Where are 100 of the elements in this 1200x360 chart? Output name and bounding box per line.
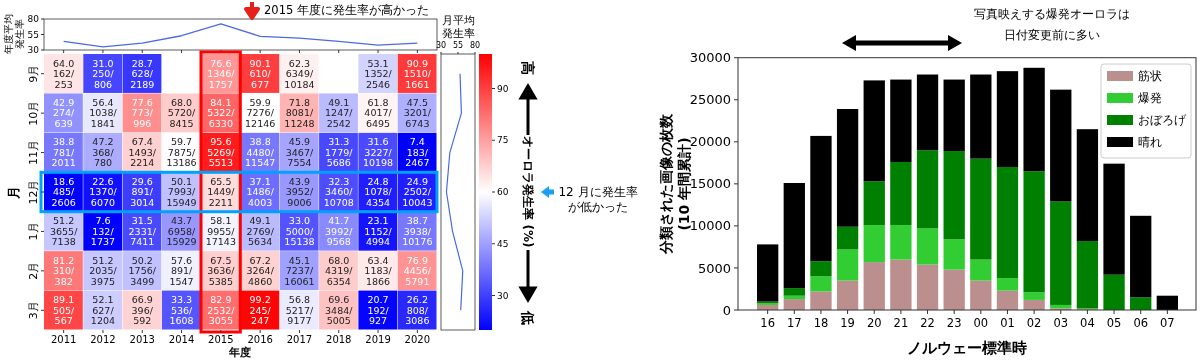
x-tick-label: 55 (452, 41, 464, 50)
text: 2015 年度に発生率が高かった (264, 3, 429, 18)
data-label: 64.0 162/ 253 (52, 57, 76, 90)
x-tick-label: 07 (1160, 316, 1175, 330)
x-tick-label: 16 (760, 316, 775, 330)
data-label: 76.9 4456/ 5791 (403, 254, 432, 287)
text: 写真映えする爆発オーロラは日付変更前に多い (974, 6, 1130, 42)
y-tick-label: 25000 (689, 92, 731, 108)
x-tick-label: 2016 (247, 334, 273, 345)
y-tick-label: 30000 (689, 50, 731, 66)
data-label: 69.6 3484/ 5005 (325, 294, 354, 327)
legend-label: 爆発 (1138, 91, 1162, 106)
y-tick-label: 2月 (26, 261, 40, 280)
x-tick-label: 19 (840, 316, 855, 330)
color-bar-label: 60 (497, 187, 509, 198)
data-label: 31.0 250/ 806 (92, 57, 115, 90)
data-label: 95.6 5269/ 5513 (207, 136, 236, 169)
data-label: 68.0 4319/ 6354 (325, 254, 354, 287)
x-tick-label: 2014 (168, 334, 195, 345)
data-label: 31.5 2331/ 7411 (128, 215, 157, 248)
text: 低 (520, 310, 537, 325)
data-label: 67.5 3636/ 5385 (207, 254, 236, 287)
x-axis-title: ノルウェー標準時 (907, 339, 1027, 358)
x-tick-label: 2020 (404, 334, 431, 345)
data-label: 49.1 2769/ 5634 (246, 215, 275, 248)
data-label: 33.0 5000/ 15138 (284, 215, 315, 248)
color-bar-label: 45 (497, 238, 509, 249)
data-label: 49.1 1247/ 2542 (325, 96, 354, 129)
x-tick-label: 23 (946, 316, 962, 330)
data-label: 47.5 3201/ 6743 (403, 96, 432, 129)
x-tick-label: 2012 (90, 334, 116, 345)
x-tick-label: 2011 (50, 334, 77, 345)
y-tick-label: 11月 (26, 140, 40, 166)
data-label: 58.1 9955/ 17143 (205, 215, 236, 248)
data-label: 43.9 3952/ 9006 (285, 175, 314, 208)
y-tick-label: 9月 (26, 64, 40, 83)
data-label: 76.6 1346/ 1757 (207, 57, 236, 90)
data-label: 18.6 485/ 2606 (51, 175, 76, 208)
x-tick-label: 30 (435, 41, 447, 50)
color-bar-label: 75 (497, 135, 509, 146)
legend-label: 晴れ (1138, 135, 1162, 150)
data-label: 37.1 1486/ 4003 (246, 175, 275, 208)
data-label: 42.9 274/ 639 (52, 96, 76, 129)
data-label: 67.2 3264/ 4860 (246, 254, 275, 287)
x-axis-title: 月平均発生率 (441, 14, 475, 41)
x-tick-label: 05 (1106, 316, 1122, 330)
data-label: 51.2 3655/ 7138 (49, 215, 79, 248)
legend-label: おぼろげ (1138, 113, 1187, 128)
data-label: 90.1 610/ 677 (249, 57, 272, 90)
data-label: 56.8 5217/ 9177 (285, 294, 314, 327)
data-label: 33.3 536/ 1608 (169, 294, 194, 327)
data-label: 57.6 891/ 1547 (169, 254, 194, 287)
data-label: 77.6 773/ 996 (131, 96, 154, 129)
data-label: 28.7 628/ 2189 (130, 57, 155, 90)
color-bar-label: 30 (497, 290, 509, 301)
y-axis-title: 月 (5, 185, 21, 200)
data-label: 38.7 3938/ 10176 (402, 215, 433, 248)
data-label: 63.4 1183/ 1866 (364, 254, 393, 287)
data-label: 59.9 7276/ 12146 (245, 96, 276, 129)
data-label: 51.2 2035/ 3975 (89, 254, 118, 287)
y-tick-label: 10月 (26, 100, 40, 126)
text: 12 月に発生率が低かった (558, 184, 638, 214)
data-label: 31.6 3227/ 10198 (362, 136, 394, 169)
data-label: 32.3 3460/ 10708 (323, 175, 354, 208)
x-tick-label: 06 (1133, 316, 1149, 330)
legend-label: 筋状 (1138, 69, 1162, 84)
data-label: 67.4 1493/ 2214 (128, 136, 157, 169)
x-tick-label: 03 (1053, 316, 1069, 330)
data-label: 20.7 192/ 927 (367, 294, 390, 327)
data-label: 53.1 1352/ 2546 (364, 57, 393, 90)
y-tick-label: 0 (722, 302, 731, 318)
text: 高 (520, 61, 537, 75)
data-label: 43.7 6958/ 15929 (166, 215, 197, 248)
data-label: 7.6 132/ 1737 (90, 215, 116, 248)
y-axis-title: 分類された画像の枚数 (10 年間累計) (657, 113, 692, 255)
y-tick-label: 55 (27, 29, 39, 40)
data-label: 41.7 3992/ 9568 (325, 215, 354, 248)
data-label: 68.0 5720/ 8415 (167, 96, 197, 129)
x-tick-label: 2013 (129, 334, 155, 345)
color-bar-label: 90 (497, 83, 509, 94)
y-axis-title: 年度平均発生率 (3, 14, 25, 54)
data-label: 45.1 7237/ 16061 (284, 254, 315, 287)
y-tick-label: 3月 (26, 301, 40, 320)
data-label: 50.1 7993/ 15949 (166, 175, 197, 208)
data-label: 29.6 891/ 3014 (130, 175, 155, 208)
data-label: 56.4 1038/ 1841 (89, 96, 118, 129)
data-label: 81.2 310/ 382 (52, 254, 76, 287)
x-tick-label: 17 (786, 316, 802, 330)
x-tick-label: 2015 (208, 334, 234, 345)
data-label: 24.8 1078/ 4354 (364, 175, 393, 208)
data-label: 7.4 183/ 2467 (405, 136, 430, 169)
color-bar-title: オーロラ発生率 (%) (520, 136, 535, 248)
x-axis-title: 年度 (228, 345, 251, 359)
data-label: 65.5 1449/ 2211 (207, 175, 236, 208)
data-label: 62.3 6349/ 10184 (284, 57, 315, 90)
data-label: 45.9 3467/ 7554 (285, 136, 314, 169)
data-label: 24.9 2502/ 10043 (402, 175, 433, 208)
x-tick-label: 20 (866, 316, 882, 330)
x-tick-label: 18 (813, 316, 829, 330)
data-label: 90.9 1510/ 1661 (403, 57, 432, 90)
